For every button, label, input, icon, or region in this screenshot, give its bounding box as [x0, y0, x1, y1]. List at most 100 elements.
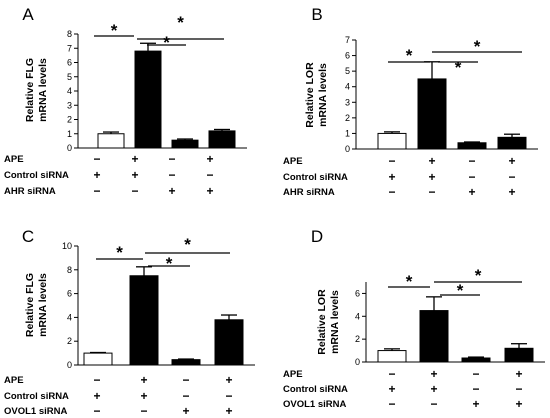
y-axis-label-b-2: mRNA levels: [317, 63, 329, 127]
y-tick-label-d-0: 0: [355, 357, 360, 367]
panel-letter-b: B: [311, 5, 322, 24]
y-tick-label-d-6: 6: [355, 288, 360, 298]
condition-sign-d-control-sirna-4: −: [515, 382, 522, 396]
condition-sign-c-ovol1-sirna-4: +: [225, 404, 232, 418]
condition-sign-b-control-sirna-1: +: [388, 170, 395, 184]
condition-sign-b-ape-3: −: [468, 154, 475, 168]
y-tick-label-a-3: 3: [67, 100, 72, 110]
y-tick-label-d-2: 2: [355, 334, 360, 344]
y-tick-label-d-4: 4: [355, 311, 360, 321]
y-tick-label-a-6: 6: [67, 58, 72, 68]
condition-sign-c-ovol1-sirna-3: +: [182, 404, 189, 418]
sig-star-a-3: *: [177, 13, 184, 32]
condition-sign-d-ape-4: +: [515, 367, 522, 381]
bar-c-3: [171, 359, 201, 366]
y-axis-label-c-1: Relative FLG: [24, 273, 36, 337]
sig-star-d-3: *: [475, 266, 482, 285]
bar-b-1: [377, 132, 407, 150]
condition-sign-b-control-sirna-2: +: [428, 170, 435, 184]
condition-sign-b-ahr-sirna-2: −: [428, 185, 435, 199]
y-tick-label-a-8: 8: [67, 29, 72, 39]
y-tick-label-c-10: 10: [62, 241, 72, 251]
bar-a-4: [208, 130, 236, 149]
condition-label-c-control-sirna: Control siRNA: [4, 391, 69, 402]
condition-sign-b-ahr-sirna-1: −: [388, 185, 395, 199]
condition-sign-d-ape-2: +: [430, 367, 437, 381]
condition-sign-d-control-sirna-3: −: [472, 382, 479, 396]
y-tick-label-b-0: 0: [345, 144, 350, 154]
y-tick-label-c-4: 4: [67, 312, 72, 322]
condition-sign-b-control-sirna-4: −: [508, 170, 515, 184]
condition-sign-d-ovol1-sirna-1: −: [388, 397, 395, 411]
bar-d-3: [461, 357, 491, 363]
y-tick-label-c-0: 0: [67, 360, 72, 370]
condition-sign-b-ape-4: +: [508, 154, 515, 168]
bar-b-3: [457, 142, 487, 150]
y-tick-label-c-2: 2: [67, 336, 72, 346]
y-tick-label-b-6: 6: [345, 51, 350, 61]
condition-sign-c-control-sirna-3: −: [182, 389, 189, 403]
y-axis-label-b-1: Relative LOR: [304, 62, 316, 128]
condition-sign-c-ape-2: +: [140, 373, 147, 387]
condition-sign-a-control-sirna-3: −: [168, 168, 175, 182]
bar-d-4: [504, 347, 534, 363]
y-tick-label-a-1: 1: [67, 129, 72, 139]
sig-star-a-2: *: [163, 33, 170, 52]
y-axis-label-c-2: mRNA levels: [37, 273, 49, 337]
bar-d-2: [419, 310, 449, 363]
condition-sign-c-ape-4: +: [225, 373, 232, 387]
condition-sign-c-ape-1: −: [93, 373, 100, 387]
sig-star-d-1: *: [406, 272, 413, 291]
condition-label-d-ape: APE: [283, 369, 303, 380]
y-tick-label-b-4: 4: [345, 82, 350, 92]
condition-sign-a-control-sirna-1: +: [93, 168, 100, 182]
sig-star-c-2: *: [166, 254, 173, 273]
y-tick-label-c-6: 6: [67, 289, 72, 299]
condition-label-d-control-sirna: Control siRNA: [283, 384, 348, 395]
sig-star-c-1: *: [116, 243, 123, 262]
condition-sign-a-control-sirna-2: +: [131, 168, 138, 182]
y-axis-label-d-2: mRNA levels: [329, 290, 341, 354]
y-tick-label-a-0: 0: [67, 143, 72, 153]
y-tick-label-a-4: 4: [67, 86, 72, 96]
bar-a-2: [134, 50, 162, 149]
condition-sign-c-control-sirna-2: +: [140, 389, 147, 403]
y-tick-label-c-8: 8: [67, 265, 72, 275]
sig-star-b-2: *: [455, 58, 462, 77]
sig-star-b-3: *: [474, 37, 481, 56]
condition-sign-a-ape-3: −: [168, 152, 175, 166]
bar-b-2: [417, 78, 447, 150]
y-tick-label-b-2: 2: [345, 113, 350, 123]
bar-c-2: [129, 275, 159, 366]
condition-sign-b-control-sirna-3: −: [468, 170, 475, 184]
condition-sign-b-ape-1: −: [388, 154, 395, 168]
condition-sign-d-control-sirna-1: +: [388, 382, 395, 396]
y-tick-label-a-7: 7: [67, 43, 72, 53]
condition-sign-d-ovol1-sirna-2: −: [430, 397, 437, 411]
y-axis-label-d-1: Relative LOR: [316, 289, 328, 355]
panel-letter-d: D: [311, 227, 323, 246]
condition-label-b-ahr-sirna: AHR siRNA: [283, 187, 335, 198]
sig-star-b-1: *: [406, 46, 413, 65]
condition-label-b-ape: APE: [283, 156, 303, 167]
bar-c-1: [83, 352, 113, 366]
condition-label-a-ahr-sirna: AHR siRNA: [4, 186, 56, 197]
condition-sign-d-ape-1: −: [388, 367, 395, 381]
condition-label-c-ovol1-sirna: OVOL1 siRNA: [4, 406, 67, 417]
y-axis-label-a-2: mRNA levels: [37, 58, 49, 122]
condition-sign-c-ovol1-sirna-1: −: [93, 404, 100, 418]
condition-sign-a-ape-4: +: [206, 152, 213, 166]
condition-sign-d-control-sirna-2: +: [430, 382, 437, 396]
y-tick-label-a-2: 2: [67, 115, 72, 125]
condition-label-c-ape: APE: [4, 375, 24, 386]
bar-b-4: [497, 136, 527, 150]
bar-d-1: [377, 350, 407, 363]
condition-label-a-control-sirna: Control siRNA: [4, 170, 69, 181]
condition-sign-a-ahr-sirna-2: −: [131, 184, 138, 198]
condition-sign-d-ovol1-sirna-4: +: [515, 397, 522, 411]
condition-sign-c-ape-3: −: [182, 373, 189, 387]
bar-a-3: [171, 139, 199, 149]
condition-sign-a-ahr-sirna-3: +: [168, 184, 175, 198]
y-tick-label-a-5: 5: [67, 72, 72, 82]
